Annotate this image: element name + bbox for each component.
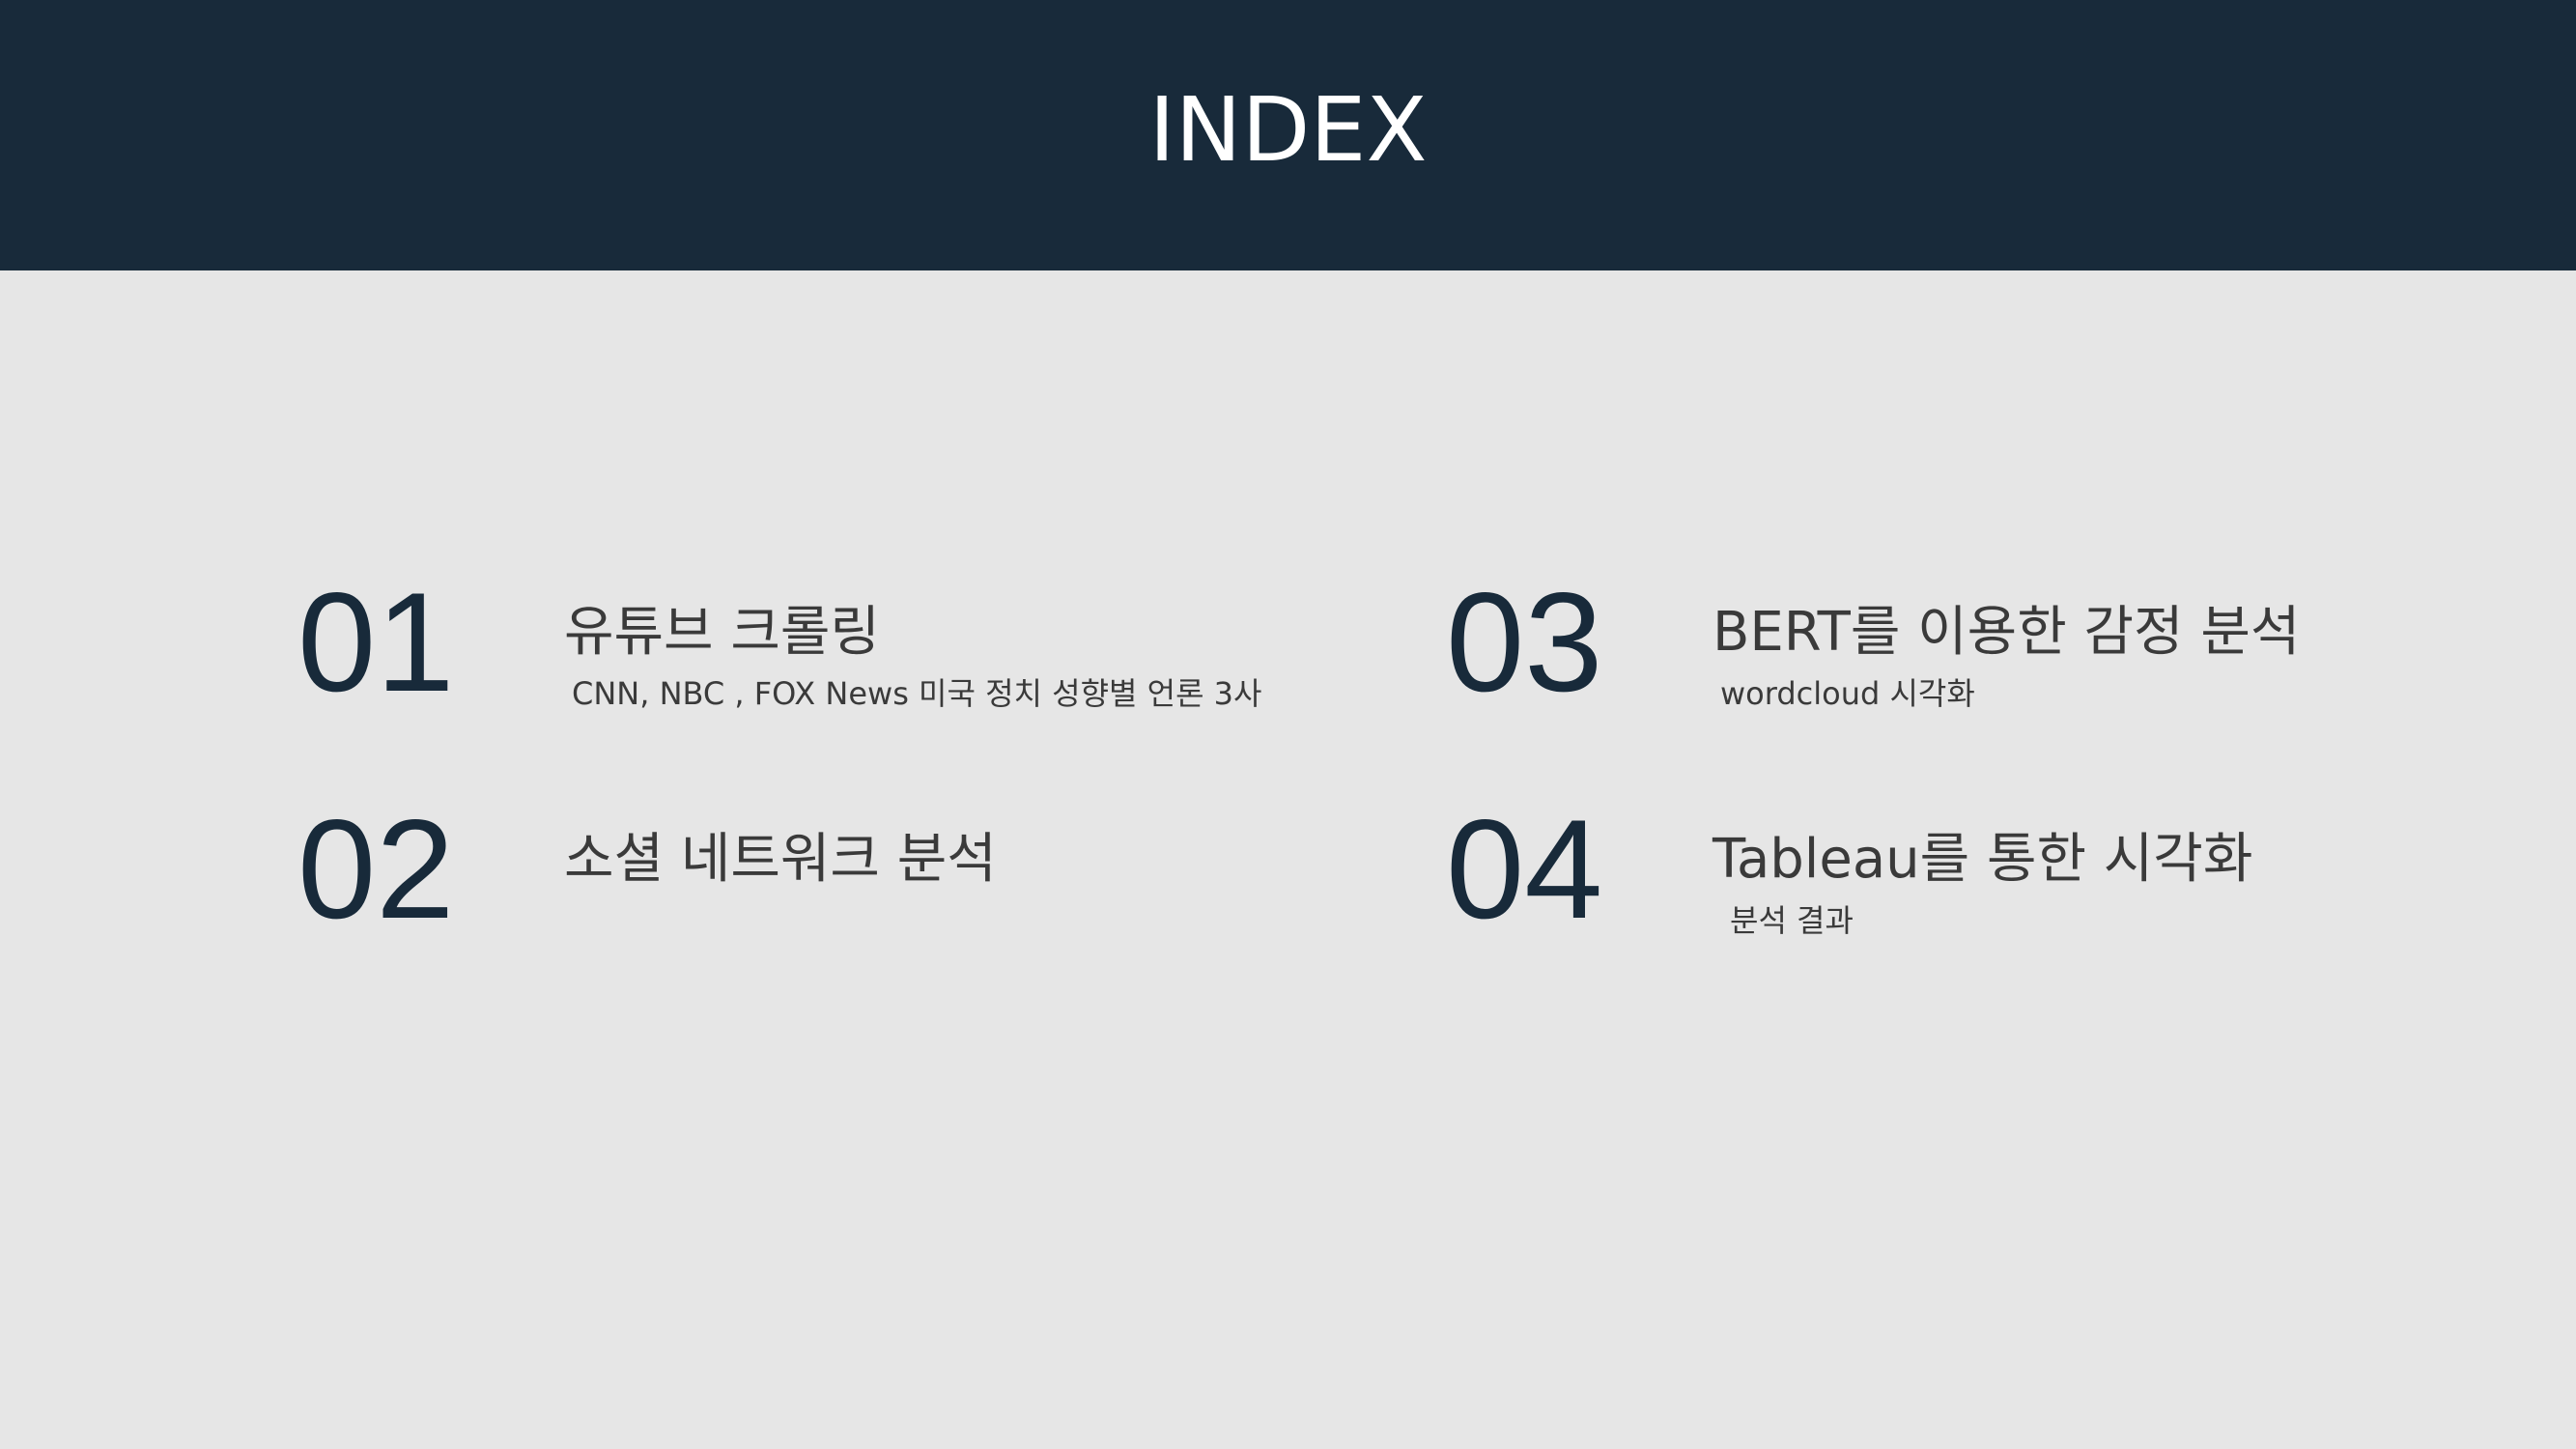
index-subtitle: wordcloud 시각화 [1720,675,1975,712]
index-title: 소셜 네트워크 분석 [564,828,997,891]
header-bar: INDEX [0,0,2576,270]
index-subtitle: CNN, NBC , FOX News 미국 정치 성향별 언론 3사 [572,675,1262,712]
index-number: 01 [297,563,455,721]
index-number: 03 [1446,563,1603,721]
index-number: 02 [297,790,455,948]
index-subtitle: 분석 결과 [1730,902,1854,939]
index-number: 04 [1446,790,1603,948]
index-title: Tableau를 통한 시각화 [1713,828,2253,891]
page-title: INDEX [1148,78,1428,182]
index-title: BERT를 이용한 감정 분석 [1713,601,2301,664]
index-title: 유튜브 크롤링 [564,601,880,664]
